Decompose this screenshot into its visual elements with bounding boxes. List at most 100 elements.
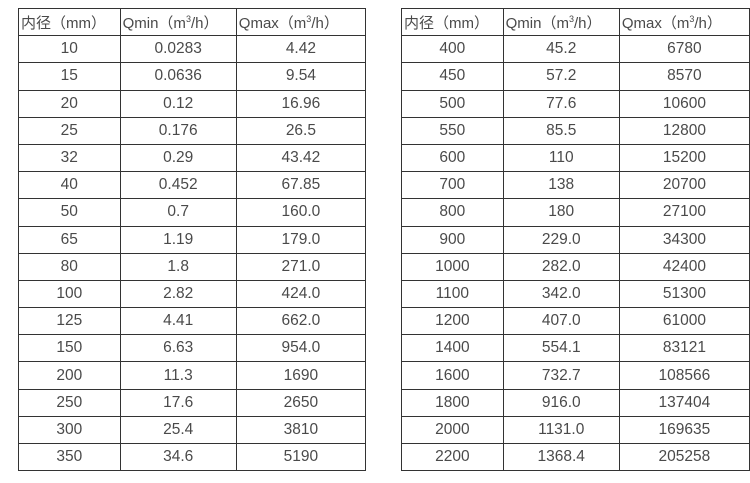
table-cell: 160.0 — [235, 198, 367, 227]
table-cell: 1600 — [401, 361, 504, 390]
table-cell: 0.452 — [119, 171, 237, 200]
table-row: 80 1.8 271.0 — [18, 252, 367, 281]
table-cell: 100 — [18, 279, 121, 309]
table-cell: 1.8 — [119, 252, 237, 281]
table-cell: 342.0 — [502, 279, 620, 309]
column-header: 内径（mm） — [18, 7, 121, 37]
table-cell: 32 — [18, 143, 121, 173]
table-cell: 138 — [502, 171, 620, 200]
superscript-3: 3 — [689, 13, 695, 24]
table-cell: 4.41 — [119, 307, 237, 336]
table-cell: 0.12 — [119, 89, 237, 118]
table-row: 700 138 20700 — [401, 171, 750, 200]
table-row: 600 110 15200 — [401, 143, 750, 173]
table-cell: 424.0 — [235, 279, 367, 309]
table-cell: 271.0 — [235, 252, 367, 281]
superscript-3: 3 — [185, 13, 191, 24]
table-cell: 25 — [18, 116, 121, 145]
table-cell: 229.0 — [502, 225, 620, 254]
table-cell: 17.6 — [119, 388, 237, 417]
table-row: 25 0.176 26.5 — [18, 116, 367, 145]
table-row: 1100 342.0 51300 — [401, 279, 750, 309]
table-cell: 15 — [18, 62, 121, 91]
table-cell: 180 — [502, 198, 620, 227]
table-cell: 450 — [401, 62, 504, 91]
table-cell: 282.0 — [502, 252, 620, 281]
table-cell: 3810 — [235, 415, 367, 445]
table-row: 2000 1131.0 169635 — [401, 415, 750, 445]
table-header: 内径（mm） Qmin（m3/h） Qmax（m3/h） — [18, 7, 367, 37]
table-cell: 51300 — [618, 279, 750, 309]
table-cell: 43.42 — [235, 143, 367, 173]
table-row: 400 45.2 6780 — [401, 35, 750, 64]
superscript-3: 3 — [306, 13, 312, 24]
table-row: 15 0.0636 9.54 — [18, 62, 367, 91]
table-cell: 26.5 — [235, 116, 367, 145]
table-row: 50 0.7 160.0 — [18, 198, 367, 227]
table-cell: 1.19 — [119, 225, 237, 254]
table-row: 900 229.0 34300 — [401, 225, 750, 254]
table-cell: 10600 — [618, 89, 750, 118]
header-row: 内径（mm） Qmin（m3/h） Qmax（m3/h） — [18, 7, 367, 37]
table-cell: 42400 — [618, 252, 750, 281]
table-header: 内径（mm） Qmin（m3/h） Qmax（m3/h） — [401, 7, 750, 37]
table-cell: 554.1 — [502, 334, 620, 363]
table-cell: 12800 — [618, 116, 750, 145]
table-cell: 67.85 — [235, 171, 367, 200]
table-cell: 6780 — [618, 35, 750, 64]
table-cell: 4.42 — [235, 35, 367, 64]
flow-spec-table-small-diameters: 内径（mm） Qmin（m3/h） Qmax（m3/h） 10 0.0283 4.42 15… — [18, 7, 367, 472]
table-cell: 1368.4 — [502, 442, 620, 472]
column-header: 内径（mm） — [401, 7, 504, 37]
table-cell: 200 — [18, 361, 121, 390]
table-row: 800 180 27100 — [401, 198, 750, 227]
table-cell: 11.3 — [119, 361, 237, 390]
table-row: 350 34.6 5190 — [18, 442, 367, 472]
table-row: 1600 732.7 108566 — [401, 361, 750, 390]
table-row: 1800 916.0 137404 — [401, 388, 750, 417]
table-cell: 108566 — [618, 361, 750, 390]
table-cell: 169635 — [618, 415, 750, 445]
table-cell: 550 — [401, 116, 504, 145]
flow-spec-table-large-diameters: 内径（mm） Qmin（m3/h） Qmax（m3/h） 400 45.2 6780 450… — [401, 7, 750, 472]
table-cell: 45.2 — [502, 35, 620, 64]
table-cell: 150 — [18, 334, 121, 363]
table-cell: 1100 — [401, 279, 504, 309]
table-cell: 662.0 — [235, 307, 367, 336]
table-cell: 8570 — [618, 62, 750, 91]
table-cell: 34300 — [618, 225, 750, 254]
table-row: 20 0.12 16.96 — [18, 89, 367, 118]
table-row: 250 17.6 2650 — [18, 388, 367, 417]
table-cell: 179.0 — [235, 225, 367, 254]
table-row: 125 4.41 662.0 — [18, 307, 367, 336]
table-cell: 300 — [18, 415, 121, 445]
table-cell: 25.4 — [119, 415, 237, 445]
table-cell: 0.0283 — [119, 35, 237, 64]
table-cell: 20700 — [618, 171, 750, 200]
table-row: 150 6.63 954.0 — [18, 334, 367, 363]
table-cell: 800 — [401, 198, 504, 227]
table-cell: 732.7 — [502, 361, 620, 390]
table-cell: 1800 — [401, 388, 504, 417]
table-row: 200 11.3 1690 — [18, 361, 367, 390]
table-row: 65 1.19 179.0 — [18, 225, 367, 254]
table-cell: 6.63 — [119, 334, 237, 363]
column-header: Qmax（m3/h） — [618, 7, 750, 37]
column-header: Qmax（m3/h） — [235, 7, 367, 37]
table-cell: 0.0636 — [119, 62, 237, 91]
table-row: 40 0.452 67.85 — [18, 171, 367, 200]
table-cell: 1200 — [401, 307, 504, 336]
table-cell: 83121 — [618, 334, 750, 363]
table-cell: 57.2 — [502, 62, 620, 91]
table-cell: 5190 — [235, 442, 367, 472]
table-cell: 50 — [18, 198, 121, 227]
table-cell: 40 — [18, 171, 121, 200]
table-cell: 2650 — [235, 388, 367, 417]
column-header: Qmin（m3/h） — [119, 7, 237, 37]
table-cell: 350 — [18, 442, 121, 472]
table-cell: 0.7 — [119, 198, 237, 227]
table-cell: 900 — [401, 225, 504, 254]
table-cell: 125 — [18, 307, 121, 336]
table-cell: 34.6 — [119, 442, 237, 472]
table-row: 2200 1368.4 205258 — [401, 442, 750, 472]
